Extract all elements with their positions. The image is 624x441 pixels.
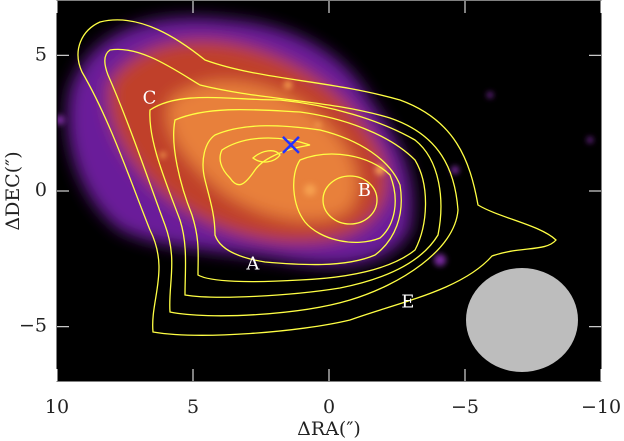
annotation: B [358,180,371,201]
y-axis-label: ΔDEC(″) [2,151,24,230]
x-tick-label: 5 [187,396,199,418]
x-tick-label: −5 [451,396,479,418]
annotation: C [143,88,157,109]
x-tick-label: 10 [45,396,69,418]
x-axis-label: ΔRA(″) [297,418,361,440]
annotation: E [401,291,414,312]
y-tick-label: 5 [35,43,47,65]
x-tick-label: −10 [581,396,621,418]
y-tick-label: −5 [19,315,47,337]
annotation: A [245,253,260,274]
marker [282,135,300,154]
beam [466,268,578,372]
contours [77,19,557,336]
image [57,1,601,381]
x-tick-label: 0 [323,396,335,418]
y-tick-label: 0 [35,179,47,201]
